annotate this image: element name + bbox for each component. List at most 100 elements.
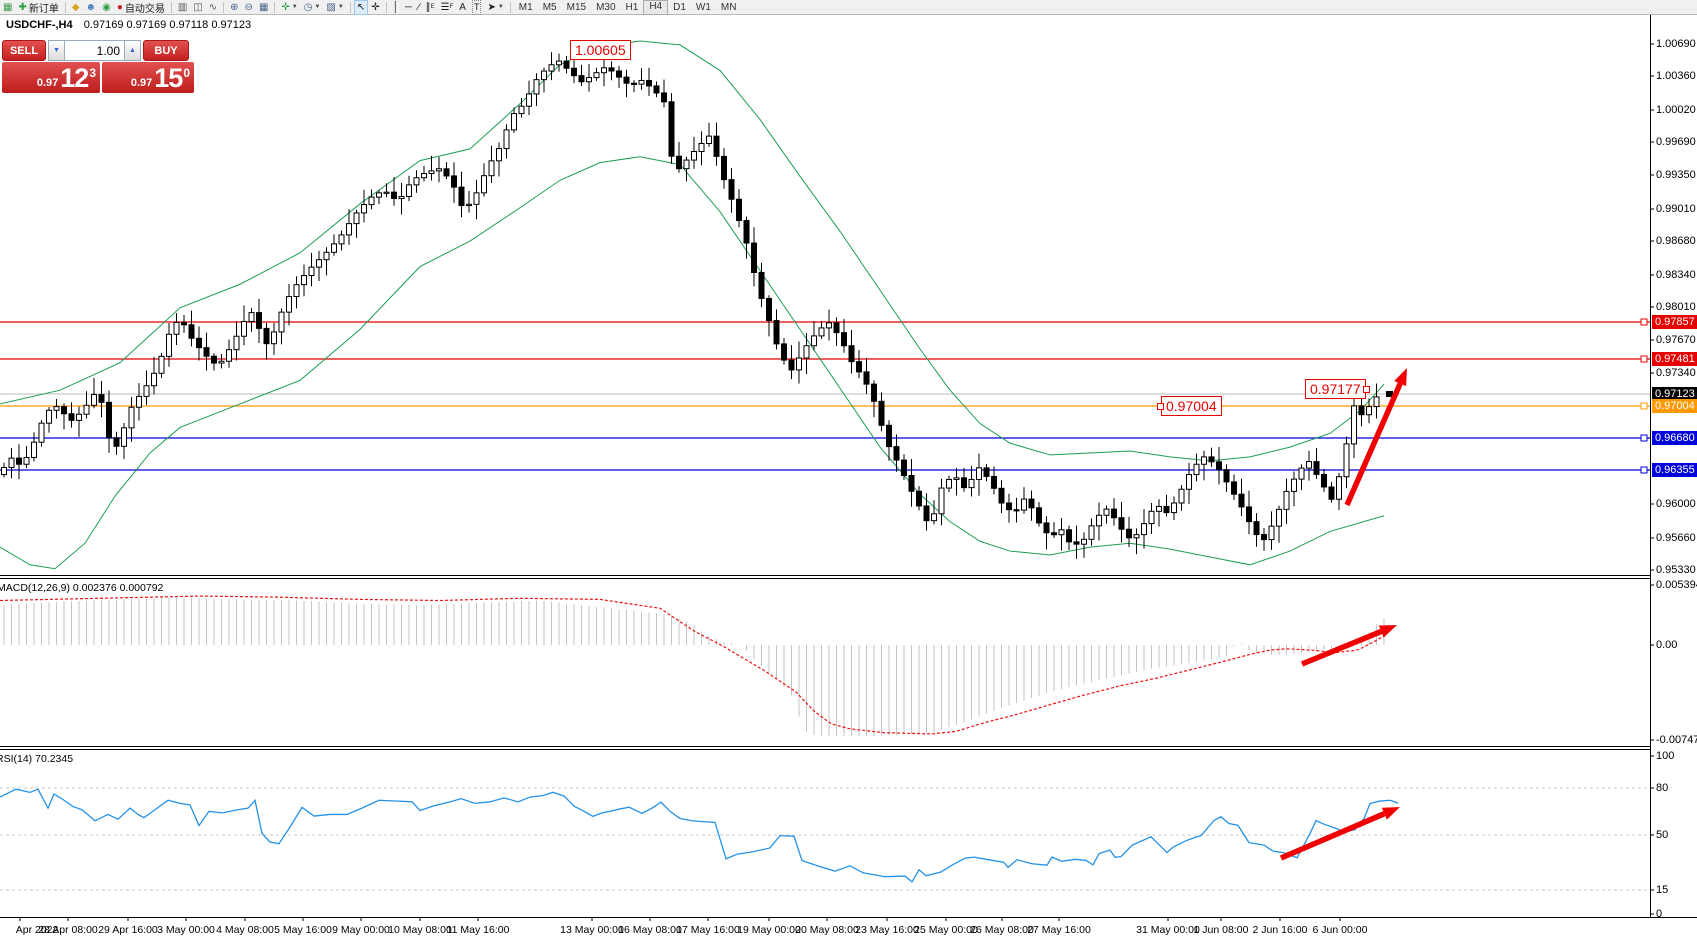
macd-axis-label: 0.005394	[1656, 579, 1697, 591]
time-axis-label: 1 Jun 08:00	[1193, 924, 1249, 936]
horizontal-line-icon: ─	[404, 1, 412, 13]
price-badge: 0.96680	[1652, 431, 1697, 445]
vertical-line-icon[interactable]: │	[390, 1, 402, 14]
volume-increase-button[interactable]: ▲	[124, 40, 141, 61]
rsi-axis-label: 15	[1656, 884, 1669, 896]
cursor-icon[interactable]: ↖	[353, 0, 369, 15]
zoom-in-icon[interactable]: ⊕	[227, 1, 241, 14]
sell-price-panel[interactable]: 0.97 12 3	[2, 62, 100, 93]
timeframe-button-d1[interactable]: D1	[673, 1, 686, 13]
candlestick-chart-icon[interactable]: ◫	[190, 1, 205, 14]
rsi-axis-label: 80	[1656, 782, 1669, 794]
trend-arrow[interactable]	[1344, 382, 1403, 507]
tile-windows-icon[interactable]: ▦	[256, 1, 271, 14]
annotation-anchor	[1157, 403, 1164, 410]
bollinger-lower-band	[0, 156, 1385, 570]
price-annotation[interactable]: 1.00605	[570, 40, 631, 60]
price-axis-label: 0.99350	[1656, 169, 1696, 181]
price-badge: 0.97481	[1652, 352, 1697, 366]
fibonacci-icon[interactable]: ☰ F	[438, 1, 457, 14]
crosshair-icon[interactable]: ✛	[368, 1, 382, 14]
timeframe-button-h4[interactable]: H4	[643, 0, 669, 15]
price-axis-label: 0.98010	[1656, 301, 1696, 313]
buy-price-small: 0.97	[130, 77, 153, 89]
chart-window-icon[interactable]: ▦	[0, 1, 15, 14]
rsi-name: RSI(14)	[0, 753, 33, 765]
buy-button[interactable]: BUY	[143, 40, 189, 61]
template-icon[interactable]: ▧ ▼	[323, 1, 346, 14]
sell-button[interactable]: SELL	[2, 40, 46, 61]
fibonacci-icon: ☰	[440, 1, 450, 13]
signals-icon[interactable]: ◉	[99, 1, 114, 14]
time-axis-label: 26 May 08:00	[970, 924, 1034, 936]
autotrade-button: ●	[116, 1, 123, 13]
new-order-button[interactable]: ✚ 新订单	[15, 1, 61, 15]
price-axis-label: 0.97670	[1656, 334, 1696, 346]
dropdown-arrow-icon[interactable]: ▼	[291, 4, 298, 10]
price-badge: 0.97004	[1652, 399, 1697, 413]
price-axis-label: 0.95660	[1656, 532, 1696, 544]
time-axis-label: 23 May 16:00	[855, 924, 919, 936]
sell-price-big: 12	[60, 63, 89, 93]
line-chart-icon[interactable]: ∿	[206, 1, 220, 14]
channel-icon[interactable]: ∥ E	[423, 1, 438, 14]
bar-chart-icon[interactable]: ▥	[175, 1, 190, 14]
zoom-out-icon[interactable]: ⊖	[242, 1, 256, 14]
tile-windows-icon: ▦	[258, 1, 269, 13]
macd-label: MACD(12,26,9) 0.002376 0.000792	[0, 582, 163, 594]
macd-axis-label: 0.00	[1656, 639, 1678, 651]
price-annotation[interactable]: 0.97004	[1157, 396, 1222, 416]
price-axis-label: 0.97340	[1656, 367, 1696, 379]
dropdown-arrow-icon[interactable]: ▼	[497, 4, 504, 10]
label-icon[interactable]: T	[469, 0, 485, 15]
volume-decrease-button[interactable]: ▼	[48, 40, 65, 61]
timeframe-button-m5[interactable]: M5	[542, 1, 557, 13]
price-axis-label: 0.99690	[1656, 136, 1696, 148]
time-axis-label: 2 Jun 16:00	[1252, 924, 1308, 936]
annotation-anchor	[1362, 386, 1370, 393]
sell-price-small: 0.97	[36, 77, 59, 89]
buy-price-panel[interactable]: 0.97 15 0	[102, 62, 194, 93]
timeframe-button-m15[interactable]: M15	[566, 1, 587, 13]
dropdown-arrow-icon[interactable]: ▼	[314, 4, 321, 10]
toolbar-separator	[274, 1, 276, 13]
time-axis-label: 5 May 16:00	[274, 924, 332, 936]
time-axis-label: 19 May 00:00	[737, 924, 801, 936]
trend-arrow[interactable]	[1300, 628, 1383, 667]
horizontal-line-icon[interactable]: ─	[402, 1, 415, 14]
icon-subscript: E	[430, 4, 435, 10]
price-axis-label: 0.96000	[1656, 498, 1696, 510]
price-badge: 0.97857	[1652, 315, 1697, 329]
price-axis-label: 0.98340	[1656, 269, 1696, 281]
timeframe-button-mn[interactable]: MN	[720, 1, 737, 13]
clean-charts-icon[interactable]: ◆	[69, 1, 83, 14]
channel-icon: ∥	[425, 1, 431, 13]
autotrade-button[interactable]: ● 自动交易	[114, 1, 168, 15]
rsi-label: RSI(14) 70.2345	[0, 753, 73, 765]
timeframe-button-h1[interactable]: H1	[625, 1, 639, 13]
chart-title: USDCHF-,H4 0.97169 0.97169 0.97118 0.971…	[6, 19, 251, 31]
sell-price-sup: 3	[89, 66, 96, 80]
timeframe-button-m1[interactable]: M1	[518, 1, 533, 13]
timeframe-button-w1[interactable]: W1	[695, 1, 711, 13]
timeframe-button-m30[interactable]: M30	[596, 1, 616, 13]
price-annotation[interactable]: 0.97177	[1305, 379, 1370, 399]
trendline-icon[interactable]: ∕	[415, 1, 423, 14]
text-icon[interactable]: A	[456, 1, 469, 14]
trend-arrow[interactable]	[1279, 811, 1386, 861]
shapes-icon[interactable]: ➤ ▼	[484, 1, 506, 14]
profile-icon[interactable]: ☻	[83, 1, 100, 14]
new-order-button: ✚	[18, 1, 27, 13]
indicators-icon[interactable]: ✛ ▼	[278, 1, 300, 14]
period-icon: ◷	[303, 1, 313, 13]
toolbar-separator	[64, 1, 66, 13]
price-badge: 0.97123	[1652, 387, 1697, 401]
ohlc-values: 0.97169 0.97169 0.97118 0.97123	[83, 19, 252, 31]
one-click-trading-widget: SELL ▼ ▲ BUY 0.97 12 3 0.97 15 0	[2, 40, 198, 93]
period-icon[interactable]: ◷ ▼	[301, 1, 324, 14]
time-axis-label: 29 Apr 16:00	[98, 924, 158, 936]
volume-input[interactable]	[65, 40, 124, 61]
dropdown-arrow-icon[interactable]: ▼	[337, 4, 344, 10]
price-badge: 0.96355	[1652, 463, 1697, 477]
